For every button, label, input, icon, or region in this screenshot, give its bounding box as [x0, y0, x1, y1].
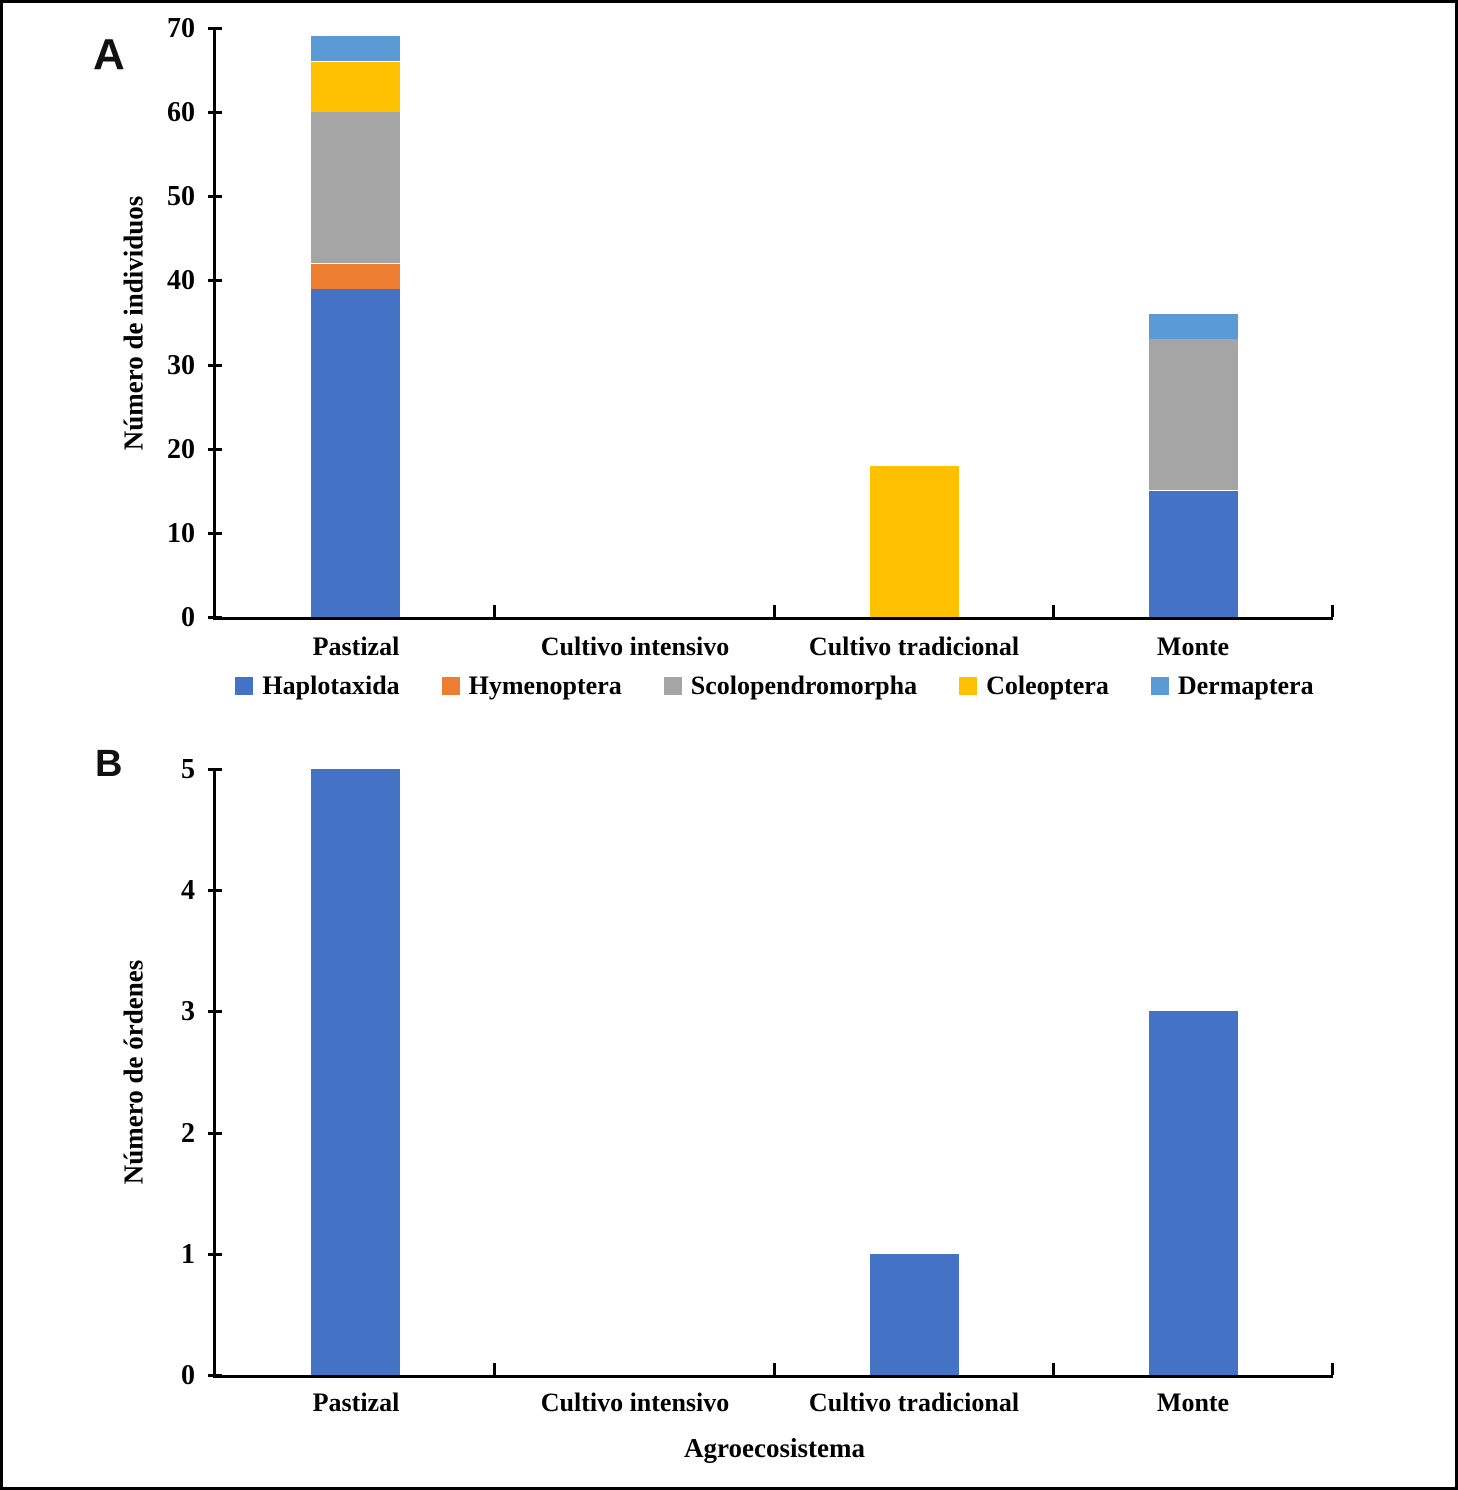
y-axis-line: [213, 28, 216, 620]
y-axis-tick: [208, 279, 222, 282]
y-tick-label: 0: [181, 1360, 195, 1391]
x-axis-tick: [493, 1363, 496, 1375]
category-label: Cultivo tradicional: [808, 1388, 1020, 1417]
legend-swatch-icon: [441, 677, 460, 695]
category-label: Cultivo tradicional: [808, 632, 1020, 661]
category-label: Cultivo intensivo: [540, 1388, 730, 1417]
y-tick-label: 10: [167, 518, 195, 549]
legend-item-dermaptera: Dermaptera: [1150, 671, 1314, 700]
bar: [1149, 1011, 1238, 1375]
legend-label: Haplotaxida: [262, 671, 400, 700]
x-axis-tick: [773, 1363, 776, 1375]
legend-item-haplotaxida: Haplotaxida: [235, 671, 400, 700]
y-tick-label: 20: [167, 434, 195, 465]
legend-swatch-icon: [959, 677, 978, 695]
legend-swatch-icon: [663, 677, 682, 695]
legend-item-coleoptera: Coleoptera: [959, 673, 1109, 699]
y-tick-label: 0: [181, 602, 195, 633]
bar-segment-scolopendromorpha: [1149, 339, 1238, 490]
category-label: Pastizal: [312, 632, 400, 661]
y-axis-tick: [208, 1132, 222, 1135]
y-tick-label: 70: [167, 13, 195, 44]
legend-label: Dermaptera: [1177, 671, 1314, 700]
x-axis-tick: [493, 605, 496, 617]
y-axis-tick: [208, 1374, 222, 1377]
y-axis-tick: [208, 364, 222, 367]
legend-item-hymenoptera: Hymenoptera: [441, 671, 622, 700]
y-tick-label: 60: [167, 97, 195, 128]
legend-swatch-icon: [235, 677, 254, 695]
y-axis-tick: [208, 616, 222, 619]
x-axis-line: [213, 1375, 1333, 1378]
legend-label: Hymenoptera: [468, 671, 622, 700]
y-axis-tick: [208, 448, 222, 451]
x-axis-title: Agroecosistema: [684, 1433, 865, 1463]
y-tick-label: 5: [181, 754, 195, 785]
y-tick-label: 1: [181, 1239, 195, 1270]
bar-segment-coleoptera: [870, 466, 959, 617]
bar-segment-coleoptera: [311, 62, 400, 112]
y-axis-tick: [208, 27, 222, 30]
bar: [870, 1254, 959, 1375]
y-axis-tick: [208, 889, 222, 892]
bar-segment-haplotaxida: [1149, 491, 1238, 617]
category-label: Monte: [1156, 1388, 1230, 1417]
legend-swatch-icon: [1150, 677, 1169, 695]
panel-b-label: B: [95, 743, 123, 785]
y-axis-tick: [208, 1010, 222, 1013]
y-tick-label: 40: [167, 265, 195, 296]
bar-segment-dermaptera: [1149, 314, 1238, 339]
y-axis-tick: [208, 532, 222, 535]
y-axis-tick: [208, 768, 222, 771]
x-axis-tick: [773, 605, 776, 617]
y-tick-label: 50: [167, 181, 195, 212]
category-label: Cultivo intensivo: [540, 632, 730, 661]
y-axis-line: [213, 769, 216, 1378]
panel-a-label: A: [93, 30, 125, 79]
y-axis-tick: [208, 111, 222, 114]
y-tick-label: 2: [181, 1118, 195, 1149]
x-axis-tick: [1331, 605, 1334, 617]
y-tick-label: 3: [181, 996, 195, 1027]
legend-label: Coleoptera: [986, 671, 1109, 700]
y-tick-label: 30: [167, 350, 195, 381]
bar-segment-haplotaxida: [311, 289, 400, 617]
panel-b-y-axis-title: Número de órdenes: [118, 959, 149, 1185]
y-tick-label: 4: [181, 875, 195, 906]
panel-a-y-axis-title: Número de individuos: [118, 195, 149, 451]
x-axis-tick: [1052, 1363, 1055, 1375]
y-axis-tick: [208, 195, 222, 198]
bar-segment-hymenoptera: [311, 264, 400, 289]
legend: Haplotaxida Hymenoptera Scolopendromorpha C…: [216, 673, 1333, 699]
legend-label: Scolopendromorpha: [690, 671, 918, 700]
bar-segment-dermaptera: [311, 36, 400, 61]
x-axis-line: [213, 617, 1333, 620]
y-axis-tick: [208, 1253, 222, 1256]
x-axis-tick: [1331, 1363, 1334, 1375]
bar-segment-scolopendromorpha: [311, 112, 400, 263]
x-axis-tick: [1052, 605, 1055, 617]
legend-item-scolopendromorpha: Scolopendromorpha: [663, 671, 918, 700]
category-label: Monte: [1156, 632, 1230, 661]
category-label: Pastizal: [312, 1388, 400, 1417]
bar: [311, 769, 400, 1375]
